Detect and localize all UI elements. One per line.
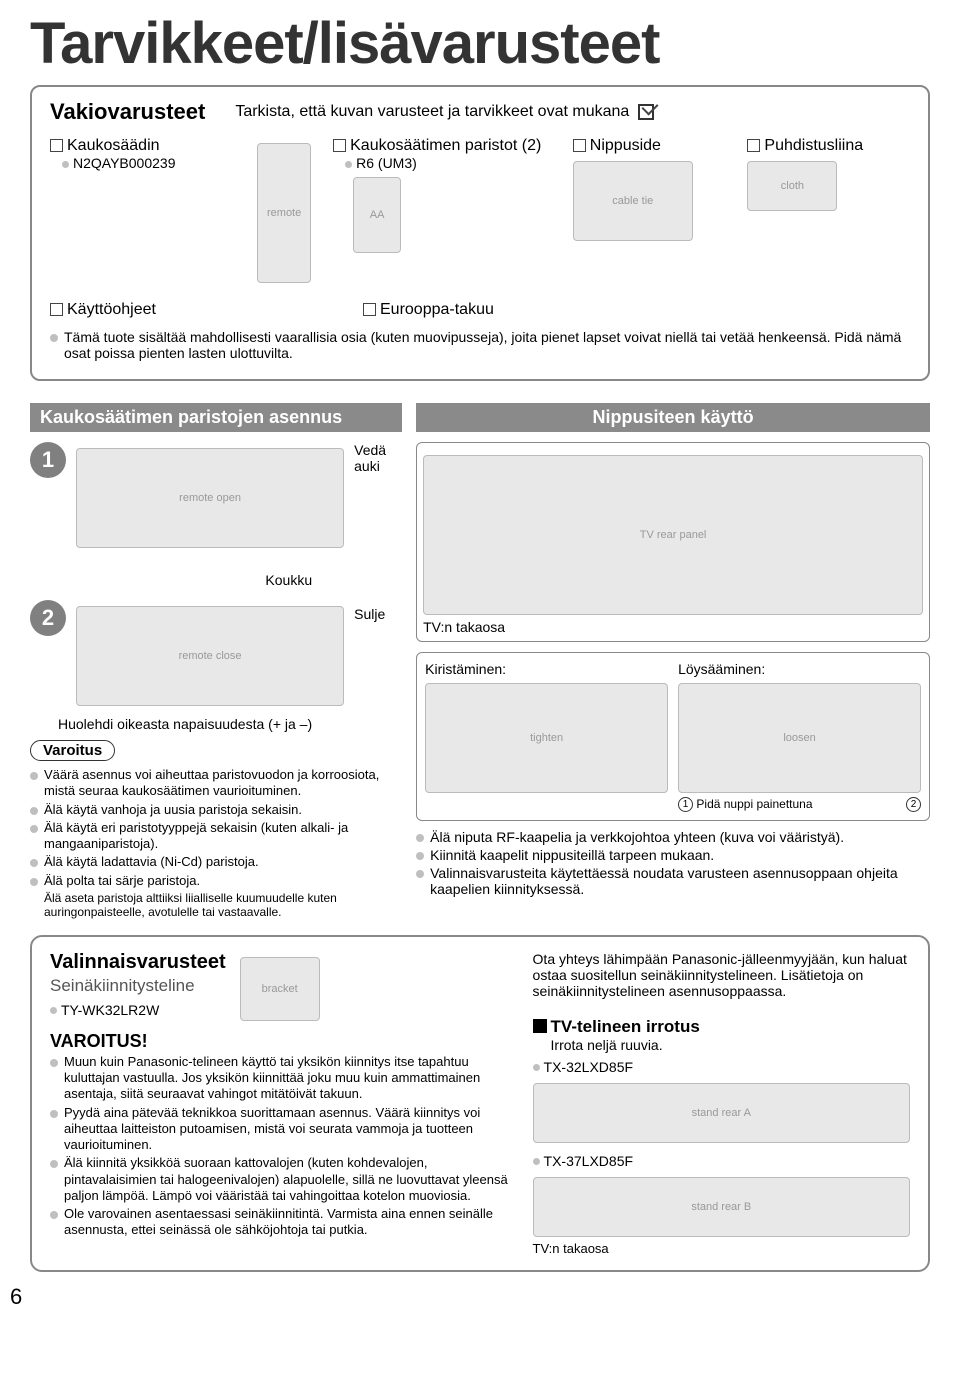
bullet-icon — [50, 1007, 57, 1014]
optional-accessories-box: Valinnaisvarusteet Seinäkiinnitysteline … — [30, 935, 930, 1272]
bullet-icon — [416, 870, 424, 878]
bullet-icon — [30, 878, 38, 886]
bullet-icon — [50, 1160, 58, 1168]
bullet-icon — [533, 1064, 540, 1071]
checkbox-icon — [363, 303, 376, 316]
square-icon — [533, 1019, 547, 1033]
remote-illustration: remote — [257, 143, 311, 283]
tv-rear-label: TV:n takaosa — [423, 619, 923, 635]
removal-subtitle: Irrota neljä ruuvia. — [551, 1037, 910, 1053]
tighten-label: Kiristäminen: — [425, 661, 668, 677]
loosen-illustration: loosen — [678, 683, 921, 793]
battery-warning-tail: Älä aseta paristoja alttiiksi liiallisel… — [44, 891, 402, 919]
pull-open-illustration: remote open — [76, 448, 344, 548]
model-a-label: TX-32LXD85F — [544, 1059, 633, 1075]
optional-warning-label: VAROITUS! — [50, 1031, 515, 1052]
model-b-label: TX-37LXD85F — [544, 1153, 633, 1169]
wall-bracket-label: Seinäkiinnitysteline — [50, 976, 226, 996]
cloth-label: Puhdistusliina — [764, 137, 863, 154]
polarity-note: Huolehdi oikeasta napaisuudesta (+ ja –) — [58, 716, 402, 732]
batteries-label: Kaukosäätimen paristot (2) — [350, 137, 541, 154]
bullet-icon — [30, 772, 38, 780]
optional-heading: Valinnaisvarusteet — [50, 951, 226, 974]
model-b-illustration: stand rear B — [533, 1177, 910, 1237]
checkbox-icon — [573, 139, 586, 152]
page-title: Tarvikkeet/lisävarusteet — [30, 10, 930, 77]
cabletie-use-bar: Nippusiteen käyttö — [416, 403, 930, 432]
pull-open-label: Vedä auki — [354, 442, 402, 474]
battery-warning-1: Väärä asennus voi aiheuttaa paristovuodo… — [44, 767, 402, 800]
wall-bracket-illustration: bracket — [240, 957, 320, 1021]
check-description: Tarkista, että kuvan varusteet ja tarvik… — [235, 103, 629, 120]
checkbox-icon — [50, 303, 63, 316]
removal-title: TV-telineen irrotus — [551, 1017, 700, 1036]
checkbox-icon — [333, 139, 346, 152]
checkbox-icon — [747, 139, 760, 152]
checkbox-icon — [50, 139, 63, 152]
cloth-illustration: cloth — [747, 161, 837, 211]
bullet-icon — [50, 1059, 58, 1067]
model-a-illustration: stand rear A — [533, 1083, 910, 1143]
bullet-icon — [345, 161, 352, 168]
bullet-icon — [416, 834, 424, 842]
step-2-circled: 2 — [906, 797, 921, 812]
bullet-icon — [30, 859, 38, 867]
optional-warning-2: Pyydä aina pätevää teknikkoa suorittamaa… — [64, 1105, 515, 1154]
bullet-icon — [533, 1158, 540, 1165]
cabletie-label: Nippuside — [590, 137, 661, 154]
page-number: 6 — [10, 1284, 930, 1310]
safety-note: Tämä tuote sisältää mahdollisesti vaaral… — [64, 329, 910, 361]
battery-install-bar: Kaukosäätimen paristojen asennus — [30, 403, 402, 432]
battery-warning-2: Älä käytä vanhoja ja uusia paristoja sek… — [44, 802, 302, 818]
step-2-badge: 2 — [30, 600, 66, 636]
hold-knob-label: Pidä nuppi painettuna — [696, 797, 812, 811]
bullet-icon — [62, 161, 69, 168]
optional-warning-4: Ole varovainen asentaessasi seinäkiinnit… — [64, 1206, 515, 1239]
checkmark-icon — [638, 104, 654, 120]
hook-label: Koukku — [265, 572, 312, 588]
bullet-icon — [30, 825, 38, 833]
step-1-circled: 1 — [678, 797, 693, 812]
bullet-icon — [30, 807, 38, 815]
battery-warning-5: Älä polta tai särje paristoja. — [44, 873, 200, 889]
tv-rear-label-2: TV:n takaosa — [533, 1241, 910, 1256]
loosen-label: Löysääminen: — [678, 661, 921, 677]
battery-warning-4: Älä käytä ladattavia (Ni-Cd) paristoja. — [44, 854, 259, 870]
bullet-icon — [50, 1211, 58, 1219]
standard-heading: Vakiovarusteet — [50, 99, 205, 125]
cabletie-note-1: Älä niputa RF-kaapelia ja verkkojohtoa y… — [430, 829, 844, 845]
cabletie-illustration: cable tie — [573, 161, 693, 241]
cabletie-note-3: Valinnaisvarusteita käytettäessä noudata… — [430, 865, 930, 897]
battery-warning-3: Älä käytä eri paristotyyppejä sekaisin (… — [44, 820, 402, 853]
wall-bracket-model: TY-WK32LR2W — [61, 1002, 159, 1018]
tighten-illustration: tighten — [425, 683, 668, 793]
close-illustration: remote close — [76, 606, 344, 706]
cabletie-note-2: Kiinnitä kaapelit nippusiteillä tarpeen … — [430, 847, 714, 863]
bullet-icon — [416, 852, 424, 860]
tv-rear-illustration: TV rear panel — [423, 455, 923, 615]
optional-warning-1: Muun kuin Panasonic-telineen käyttö tai … — [64, 1054, 515, 1103]
step-1-badge: 1 — [30, 442, 66, 478]
bullet-icon — [50, 334, 58, 342]
batteries-type: R6 (UM3) — [356, 155, 417, 171]
close-label: Sulje — [354, 606, 402, 622]
manuals-label: Käyttöohjeet — [67, 301, 156, 318]
warning-badge: Varoitus — [30, 740, 115, 761]
warranty-label: Eurooppa-takuu — [380, 301, 494, 318]
bullet-icon — [50, 1110, 58, 1118]
remote-model: N2QAYB000239 — [73, 155, 175, 171]
remote-label: Kaukosäädin — [67, 137, 160, 154]
optional-warning-3: Älä kiinnitä yksikköä suoraan kattovaloj… — [64, 1155, 515, 1204]
batteries-illustration: AA — [353, 177, 401, 253]
optional-intro: Ota yhteys lähimpään Panasonic-jälleenmy… — [533, 951, 910, 999]
standard-accessories-box: Vakiovarusteet Tarkista, että kuvan varu… — [30, 85, 930, 381]
